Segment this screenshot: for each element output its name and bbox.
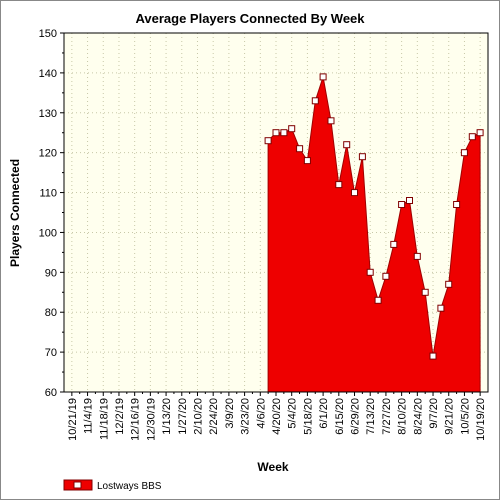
data-point — [280, 129, 288, 137]
x-tick-label: 2/24/20 — [208, 398, 220, 435]
series-marker-layer — [264, 73, 484, 360]
x-tick-label: 11/18/19 — [98, 398, 110, 440]
data-point — [429, 352, 437, 360]
x-tick-label: 6/1/20 — [318, 398, 330, 429]
x-tick-label: 8/24/20 — [412, 398, 424, 435]
y-tick-label: 70 — [45, 347, 57, 359]
data-point — [437, 304, 445, 312]
data-point — [445, 280, 453, 288]
y-tick-label: 80 — [45, 307, 57, 319]
x-tick-label: 4/6/20 — [255, 398, 267, 429]
data-point — [390, 240, 398, 248]
data-point — [311, 97, 319, 105]
y-tick-label: 100 — [39, 227, 57, 239]
x-tick-label: 10/5/20 — [459, 398, 471, 435]
x-tick-label: 1/13/20 — [161, 398, 173, 435]
data-point — [288, 125, 296, 133]
data-point — [468, 133, 476, 141]
x-tick-label: 3/9/20 — [224, 398, 236, 429]
x-tick-label: 1/27/20 — [177, 398, 189, 435]
data-point — [335, 181, 343, 189]
data-point — [319, 73, 327, 81]
data-point — [460, 149, 468, 157]
legend-marker — [73, 481, 82, 489]
x-tick-label: 10/19/20 — [475, 398, 487, 441]
x-tick-label: 4/20/20 — [271, 398, 283, 435]
x-tick-label: 5/4/20 — [287, 398, 299, 429]
x-axis: 10/21/19 11/4/19 11/18/19 12/2/19 12/16/19 12… — [67, 392, 487, 441]
data-point — [351, 189, 358, 197]
x-tick-label: 7/27/20 — [381, 398, 393, 435]
x-tick-label: 2/10/20 — [192, 398, 204, 435]
x-tick-label: 9/7/20 — [428, 398, 440, 429]
x-tick-label: 7/13/20 — [365, 398, 377, 435]
x-tick-label: 5/18/20 — [302, 398, 314, 435]
y-tick-label: 120 — [39, 148, 57, 160]
chart-title: Average Players Connected By Week — [135, 11, 365, 26]
x-tick-label: 12/30/19 — [145, 398, 157, 441]
y-axis-title: Players Connected — [8, 159, 22, 267]
legend: Lostways BBS — [63, 479, 162, 492]
data-point — [366, 268, 374, 276]
data-point — [272, 129, 280, 137]
x-tick-label: 3/23/20 — [240, 398, 252, 435]
data-point — [406, 197, 413, 204]
data-point — [327, 117, 335, 125]
y-tick-label: 150 — [39, 28, 57, 40]
data-point — [421, 288, 429, 296]
y-tick-label: 130 — [39, 108, 57, 120]
x-tick-label: 12/2/19 — [114, 398, 126, 435]
data-point — [382, 272, 390, 280]
x-tick-label: 6/29/20 — [350, 398, 362, 435]
y-tick-label: 60 — [45, 387, 57, 399]
data-point — [303, 157, 311, 165]
data-point — [358, 153, 366, 161]
legend-label: Lostways BBS — [97, 481, 162, 492]
y-tick-label: 140 — [39, 68, 57, 80]
y-axis: 60 70 80 90 100 110 120 130 140 150 — [39, 28, 64, 399]
y-tick-label: 90 — [45, 267, 57, 279]
x-tick-label: 8/10/20 — [397, 398, 409, 435]
x-tick-label: 12/16/19 — [130, 398, 142, 441]
x-axis-title: Week — [257, 460, 288, 474]
data-point — [343, 141, 351, 149]
data-point — [296, 145, 304, 153]
x-tick-label: 6/15/20 — [334, 398, 346, 435]
y-tick-label: 110 — [39, 188, 57, 200]
data-point — [398, 201, 406, 208]
x-tick-label: 11/4/19 — [83, 398, 95, 434]
x-tick-label: 10/21/19 — [67, 398, 79, 441]
data-point — [374, 296, 382, 304]
data-point — [453, 201, 461, 208]
data-point — [264, 137, 272, 145]
data-point — [413, 252, 421, 260]
x-tick-label: 9/21/20 — [444, 398, 456, 435]
data-point — [476, 129, 484, 137]
